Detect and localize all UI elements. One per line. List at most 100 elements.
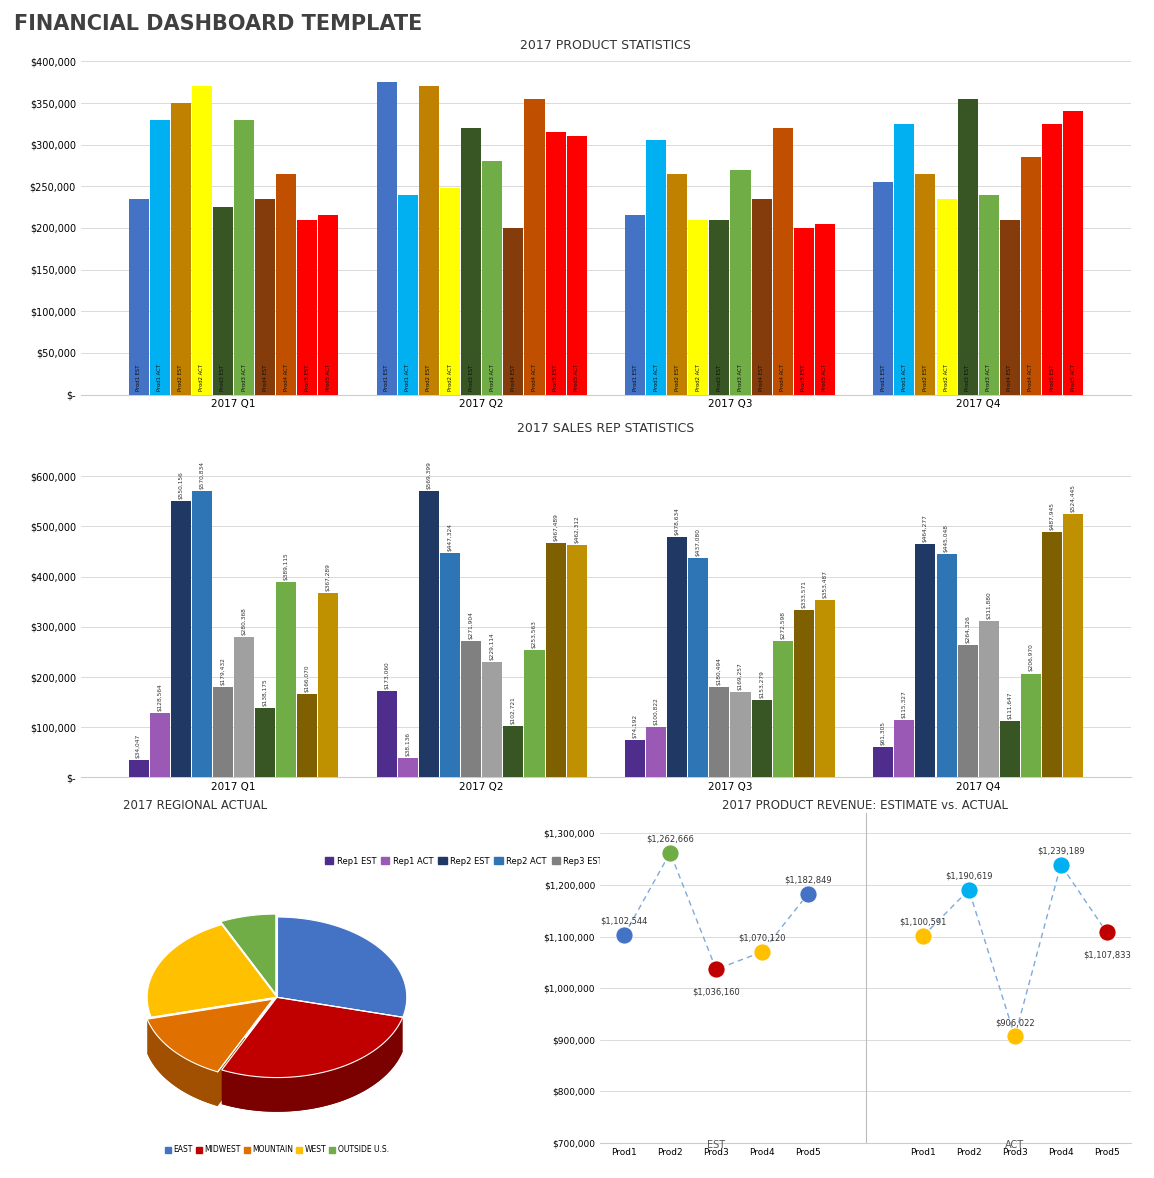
Text: Prod3 ACT: Prod3 ACT <box>241 364 247 391</box>
Bar <box>1021 157 1041 395</box>
Text: Prod2 EST: Prod2 EST <box>675 365 680 391</box>
Bar <box>999 219 1020 395</box>
Text: Prod1 ACT: Prod1 ACT <box>405 364 411 391</box>
Text: $138,175: $138,175 <box>263 679 268 706</box>
Bar <box>319 216 338 395</box>
Text: Prod3 ACT: Prod3 ACT <box>987 364 991 391</box>
Text: $1,239,189: $1,239,189 <box>1037 847 1085 855</box>
Text: $61,305: $61,305 <box>881 721 886 744</box>
Bar <box>482 662 502 777</box>
Text: ACT: ACT <box>1005 1140 1025 1150</box>
Bar <box>276 174 297 395</box>
Bar <box>503 229 524 395</box>
Text: $353,487: $353,487 <box>823 570 827 598</box>
Bar <box>503 726 524 777</box>
Bar <box>567 137 586 395</box>
Text: $570,834: $570,834 <box>200 461 204 489</box>
Bar <box>128 760 149 777</box>
Text: Prod1 ACT: Prod1 ACT <box>157 364 162 391</box>
Bar <box>894 124 914 395</box>
Text: $437,080: $437,080 <box>696 528 700 556</box>
Text: $1,036,160: $1,036,160 <box>692 987 740 997</box>
Bar <box>625 740 645 777</box>
Bar <box>255 199 275 395</box>
Text: $447,324: $447,324 <box>448 523 452 551</box>
Text: Prod1 EST: Prod1 EST <box>881 365 886 391</box>
Bar <box>773 641 793 777</box>
Bar <box>894 720 914 777</box>
Text: $569,399: $569,399 <box>427 462 432 489</box>
Bar <box>234 636 254 777</box>
Text: $1,107,833: $1,107,833 <box>1082 951 1131 960</box>
Bar <box>915 544 936 777</box>
Text: $478,634: $478,634 <box>675 508 680 535</box>
Bar <box>419 491 439 777</box>
Text: $153,279: $153,279 <box>759 670 764 699</box>
Bar <box>874 747 893 777</box>
Text: $102,721: $102,721 <box>511 696 516 723</box>
Bar <box>376 82 397 395</box>
Text: $367,289: $367,289 <box>325 563 331 591</box>
Text: Prod4 ACT: Prod4 ACT <box>532 364 537 391</box>
Bar <box>688 558 709 777</box>
Bar <box>773 128 793 395</box>
Bar <box>1021 674 1041 777</box>
Text: $524,445: $524,445 <box>1071 484 1076 512</box>
Bar <box>710 687 729 777</box>
Polygon shape <box>222 998 403 1078</box>
Bar <box>546 132 565 395</box>
Bar <box>730 170 750 395</box>
Text: $462,312: $462,312 <box>575 516 579 543</box>
Polygon shape <box>148 1033 273 1106</box>
Bar <box>398 759 418 777</box>
Point <box>1097 924 1116 942</box>
Text: Prod3 EST: Prod3 EST <box>965 365 971 391</box>
Text: Prod1 EST: Prod1 EST <box>632 365 637 391</box>
Bar <box>276 582 297 777</box>
Title: 2017 PRODUCT STATISTICS: 2017 PRODUCT STATISTICS <box>520 39 691 52</box>
Text: $111,647: $111,647 <box>1007 691 1012 720</box>
Bar <box>815 600 835 777</box>
Text: $253,563: $253,563 <box>532 620 537 648</box>
Text: Prod5 ACT: Prod5 ACT <box>325 364 331 391</box>
Point <box>707 960 726 979</box>
Point <box>914 927 932 946</box>
Text: Prod5 EST: Prod5 EST <box>1050 365 1055 391</box>
Bar <box>234 120 254 395</box>
Bar <box>398 194 418 395</box>
Text: Prod2 EST: Prod2 EST <box>923 365 928 391</box>
Text: Prod2 ACT: Prod2 ACT <box>200 364 204 391</box>
Point <box>1005 1027 1024 1046</box>
Bar <box>937 199 957 395</box>
Bar <box>937 554 957 777</box>
Bar <box>298 219 317 395</box>
Text: $38,136: $38,136 <box>405 733 411 756</box>
Text: Prod4 EST: Prod4 EST <box>1007 365 1012 391</box>
Text: Prod5 EST: Prod5 EST <box>305 365 309 391</box>
Bar <box>958 99 977 395</box>
Text: $206,970: $206,970 <box>1028 643 1034 671</box>
Bar <box>440 188 460 395</box>
Bar <box>171 102 190 395</box>
Text: $128,564: $128,564 <box>157 683 162 710</box>
Bar <box>979 621 998 777</box>
Text: Prod5 EST: Prod5 EST <box>801 365 807 391</box>
Text: Prod3 ACT: Prod3 ACT <box>739 364 743 391</box>
Text: Prod1 ACT: Prod1 ACT <box>653 364 659 391</box>
Text: $1,262,666: $1,262,666 <box>646 834 694 843</box>
Bar <box>915 174 936 395</box>
Text: $179,432: $179,432 <box>220 657 225 686</box>
Text: Prod2 ACT: Prod2 ACT <box>448 364 452 391</box>
Text: $1,070,120: $1,070,120 <box>739 934 786 942</box>
Bar <box>999 721 1020 777</box>
Text: $550,156: $550,156 <box>178 471 183 499</box>
Bar <box>794 229 814 395</box>
Bar <box>192 86 212 395</box>
Text: $180,494: $180,494 <box>717 657 722 684</box>
Text: FINANCIAL DASHBOARD TEMPLATE: FINANCIAL DASHBOARD TEMPLATE <box>14 14 422 34</box>
Text: Prod3 EST: Prod3 EST <box>220 365 225 391</box>
Text: $445,048: $445,048 <box>944 524 949 551</box>
Text: $906,022: $906,022 <box>995 1018 1035 1027</box>
Text: $1,182,849: $1,182,849 <box>785 875 832 885</box>
Bar <box>667 537 688 777</box>
